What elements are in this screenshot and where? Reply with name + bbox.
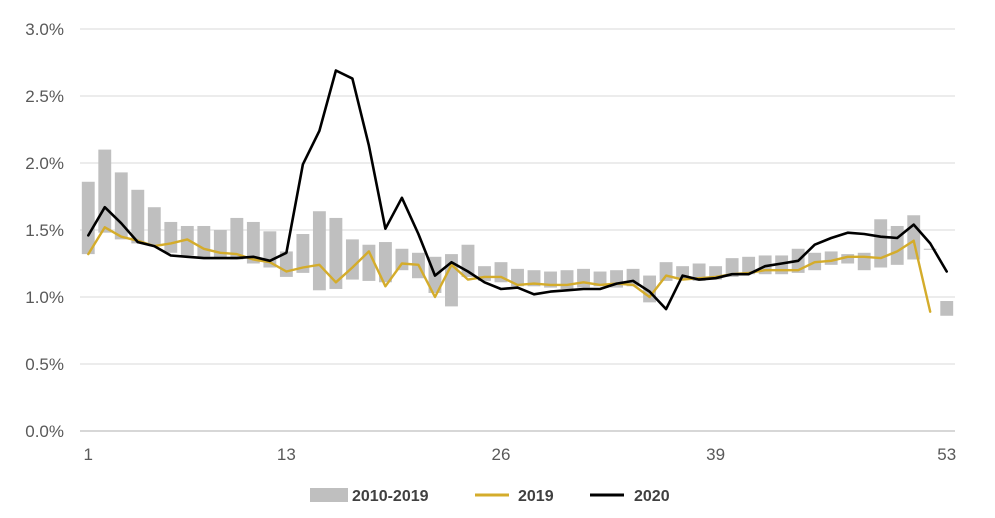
band-bar: [923, 248, 937, 250]
band-bar: [378, 242, 392, 283]
band-bar: [164, 221, 178, 253]
legend-label: 2020: [634, 488, 670, 505]
band-bar: [114, 172, 128, 240]
band-bar: [890, 225, 904, 265]
band-bar: [742, 256, 756, 275]
band-bar: [312, 211, 326, 291]
y-tick-label: 0.5%: [25, 355, 64, 374]
band-bar: [329, 217, 343, 289]
band-bar: [246, 221, 260, 264]
band-bar: [131, 189, 145, 244]
band-bar: [560, 270, 574, 289]
band-bar: [527, 270, 541, 287]
band-bar: [395, 248, 409, 271]
range-band-2010-2019: [81, 149, 954, 316]
legend-item-2019: 2019: [475, 488, 554, 505]
legend-label: 2019: [518, 488, 554, 505]
band-bar: [874, 219, 888, 268]
y-tick-label: 3.0%: [25, 20, 64, 39]
x-tick-label: 53: [937, 445, 956, 464]
y-tick-label: 0.0%: [25, 422, 64, 441]
band-bar: [907, 215, 921, 260]
band-bar: [230, 217, 244, 260]
band-bar: [857, 252, 871, 271]
band-bar: [98, 149, 112, 233]
legend-swatch: [310, 488, 348, 502]
series-lines: [87, 69, 949, 313]
y-tick-label: 2.5%: [25, 87, 64, 106]
band-bar: [659, 262, 673, 281]
band-bar: [577, 268, 590, 288]
x-tick-label: 1: [84, 445, 93, 464]
y-tick-label: 1.0%: [25, 288, 64, 307]
y-tick-label: 1.5%: [25, 221, 64, 240]
series-line-2020: [87, 69, 949, 311]
legend-label: 2010-2019: [352, 488, 429, 505]
band-bar: [841, 254, 855, 264]
x-tick-label: 26: [492, 445, 511, 464]
x-axis-tick-labels: 1 13 26 39 53: [84, 445, 957, 464]
band-bar: [940, 301, 954, 316]
x-tick-label: 13: [277, 445, 296, 464]
legend-item-2020: 2020: [590, 488, 670, 505]
band-bar: [296, 234, 310, 273]
band-bar: [345, 239, 359, 280]
band-bar: [197, 225, 211, 257]
band-bar: [725, 258, 739, 277]
legend: 2010-2019 2019 2020: [310, 488, 670, 505]
band-bar: [147, 207, 161, 247]
band-bar: [824, 251, 838, 265]
series-line-2019: [87, 226, 932, 313]
band-bar: [692, 263, 706, 281]
y-axis-tick-labels: 0.0% 0.5% 1.0% 1.5% 2.0% 2.5% 3.0%: [25, 20, 64, 441]
gridlines: [80, 28, 955, 365]
legend-item-2010-2019: 2010-2019: [310, 488, 429, 505]
band-bar: [81, 181, 95, 255]
x-tick-label: 39: [706, 445, 725, 464]
band-bar: [593, 271, 607, 287]
y-tick-label: 2.0%: [25, 154, 64, 173]
band-bar: [511, 268, 524, 287]
